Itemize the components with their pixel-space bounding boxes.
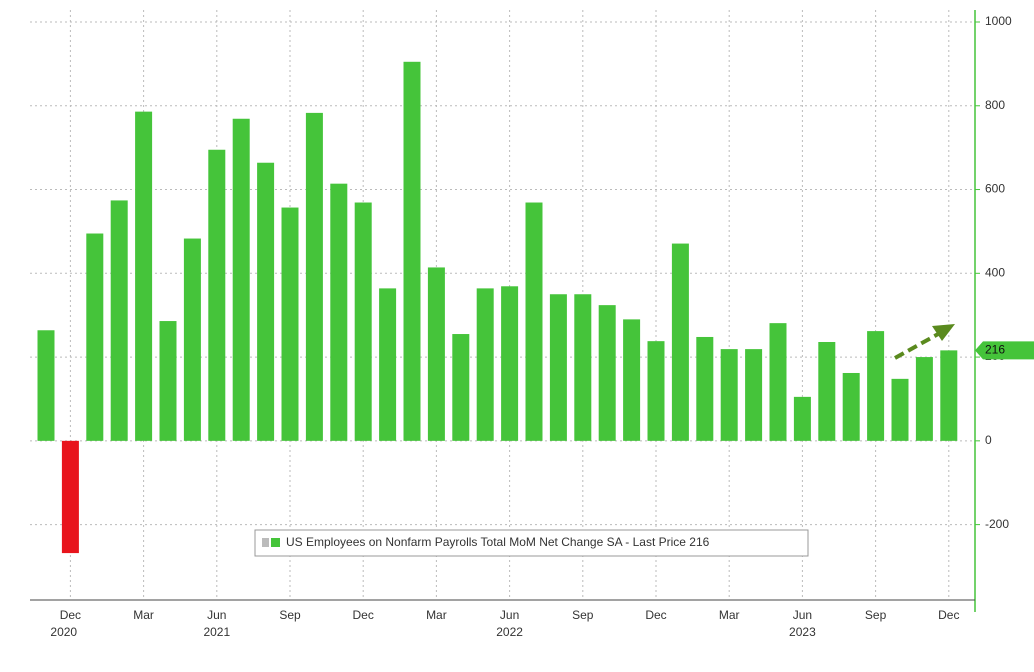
y-tick-label: -200 <box>985 517 1009 531</box>
bar <box>257 162 275 441</box>
bar <box>745 349 763 441</box>
x-tick-label: Dec <box>60 608 81 622</box>
bar <box>86 233 104 441</box>
year-label: 2021 <box>203 625 230 639</box>
year-label: 2022 <box>496 625 523 639</box>
x-tick-label: Mar <box>719 608 740 622</box>
last-price-tag <box>975 341 1034 360</box>
bar <box>452 334 470 441</box>
x-tick-label: Sep <box>279 608 301 622</box>
x-tick-label: Jun <box>207 608 226 622</box>
bar <box>793 396 811 441</box>
bar <box>135 111 153 441</box>
bar <box>159 321 177 441</box>
legend-swatch <box>271 538 280 547</box>
year-label: 2020 <box>50 625 77 639</box>
bar <box>476 288 494 441</box>
y-tick-label: 0 <box>985 433 992 447</box>
y-tick-label: 400 <box>985 265 1005 279</box>
bar <box>915 357 933 441</box>
bar <box>769 323 787 441</box>
legend-icon <box>262 538 269 547</box>
bar <box>330 183 348 441</box>
bar <box>647 341 665 441</box>
y-tick-label: 800 <box>985 98 1005 112</box>
bar <box>818 341 836 441</box>
last-price-label: 216 <box>985 343 1005 357</box>
bar <box>525 202 543 441</box>
bar <box>37 330 55 441</box>
x-tick-label: Dec <box>645 608 666 622</box>
trend-arrow <box>894 324 955 360</box>
bar <box>940 350 958 441</box>
x-tick-label: Jun <box>793 608 812 622</box>
y-tick-label: 1000 <box>985 14 1012 28</box>
bar <box>110 200 128 441</box>
bar <box>842 372 860 441</box>
x-tick-label: Jun <box>500 608 519 622</box>
bar <box>354 202 372 441</box>
bar <box>427 267 445 441</box>
legend-text: US Employees on Nonfarm Payrolls Total M… <box>286 535 710 549</box>
bar <box>403 61 421 441</box>
x-tick-label: Dec <box>353 608 374 622</box>
bar <box>671 243 689 441</box>
year-label: 2023 <box>789 625 816 639</box>
bar <box>720 349 738 441</box>
bar <box>623 319 641 441</box>
bar <box>501 286 519 441</box>
bar <box>574 294 592 441</box>
bar <box>549 294 567 441</box>
bar <box>208 149 226 441</box>
bar <box>232 118 250 441</box>
bar <box>305 112 323 441</box>
bar <box>61 440 79 554</box>
y-tick-label: 600 <box>985 182 1005 196</box>
x-tick-label: Mar <box>426 608 447 622</box>
bar <box>696 336 714 441</box>
x-tick-label: Sep <box>865 608 887 622</box>
legend-box <box>254 529 809 557</box>
bar <box>867 331 885 441</box>
bar <box>379 288 397 441</box>
x-tick-label: Mar <box>133 608 154 622</box>
x-tick-label: Dec <box>938 608 959 622</box>
x-tick-label: Sep <box>572 608 594 622</box>
bar <box>598 305 616 441</box>
bar <box>281 207 299 441</box>
bar <box>183 238 201 441</box>
bar <box>891 378 909 441</box>
